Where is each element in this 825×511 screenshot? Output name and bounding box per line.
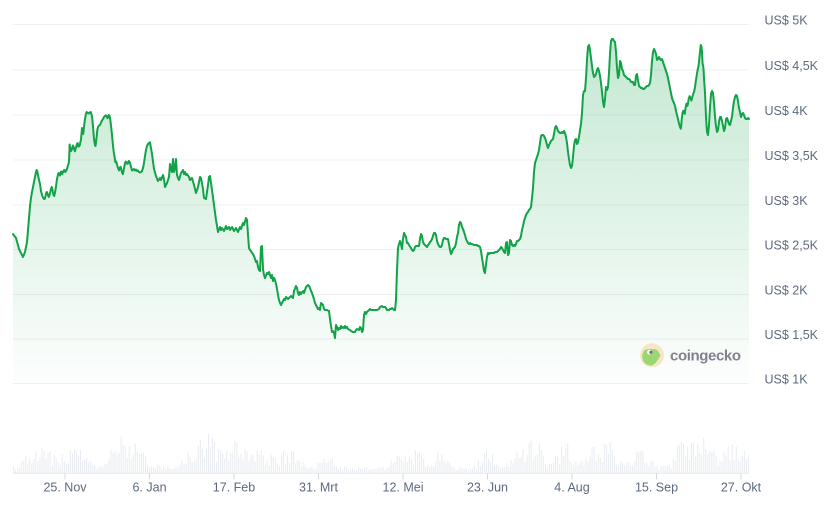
svg-text:US$ 3K: US$ 3K	[765, 194, 809, 208]
svg-text:17. Feb: 17. Feb	[213, 481, 255, 495]
svg-text:25. Nov: 25. Nov	[43, 481, 87, 495]
svg-text:US$ 1,5K: US$ 1,5K	[765, 328, 819, 342]
svg-text:15. Sep: 15. Sep	[635, 481, 678, 495]
svg-text:27. Okt: 27. Okt	[721, 481, 762, 495]
svg-text:US$ 3,5K: US$ 3,5K	[765, 149, 819, 163]
svg-text:US$ 4K: US$ 4K	[765, 104, 809, 118]
svg-text:coingecko: coingecko	[670, 348, 741, 365]
svg-text:23. Jun: 23. Jun	[467, 481, 508, 495]
svg-text:US$ 5K: US$ 5K	[765, 13, 809, 27]
svg-text:31. Mrt: 31. Mrt	[299, 481, 338, 495]
svg-text:4. Aug: 4. Aug	[554, 481, 589, 495]
svg-text:US$ 2,5K: US$ 2,5K	[765, 238, 819, 252]
svg-text:6. Jan: 6. Jan	[132, 481, 166, 495]
svg-text:US$ 4,5K: US$ 4,5K	[765, 59, 819, 73]
svg-text:US$ 1K: US$ 1K	[765, 372, 809, 386]
svg-text:12. Mei: 12. Mei	[383, 481, 424, 495]
svg-text:US$ 2K: US$ 2K	[765, 283, 809, 297]
